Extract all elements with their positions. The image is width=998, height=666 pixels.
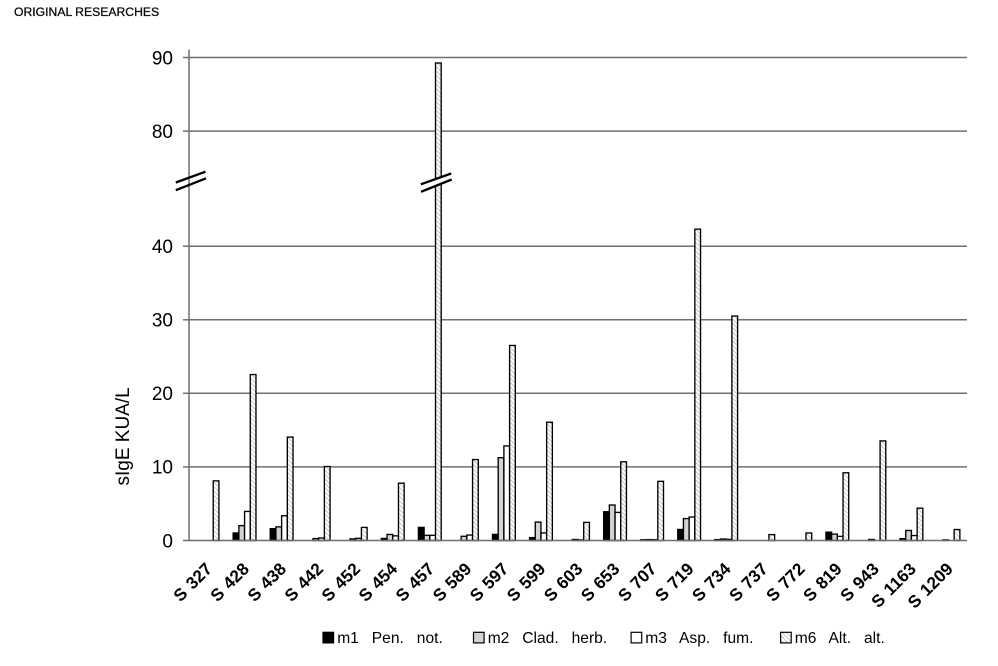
svg-text:40: 40 <box>152 237 173 258</box>
svg-text:0: 0 <box>162 531 173 552</box>
svg-text:m1 Pen. not.: m1 Pen. not. <box>337 630 443 647</box>
svg-text:m2 Clad. herb.: m2 Clad. herb. <box>488 630 607 647</box>
svg-text:30: 30 <box>152 311 173 332</box>
svg-text:m6 Alt. alt.: m6 Alt. alt. <box>795 630 885 647</box>
svg-text:20: 20 <box>152 384 173 405</box>
svg-text:ORIGINAL RESEARCHES: ORIGINAL RESEARCHES <box>14 5 159 19</box>
svg-text:sIgE KUA/L: sIgE KUA/L <box>113 387 134 485</box>
svg-text:80: 80 <box>152 122 173 143</box>
svg-text:10: 10 <box>152 458 173 479</box>
svg-text:m3 Asp. fum.: m3 Asp. fum. <box>645 630 753 647</box>
svg-text:90: 90 <box>152 48 173 69</box>
